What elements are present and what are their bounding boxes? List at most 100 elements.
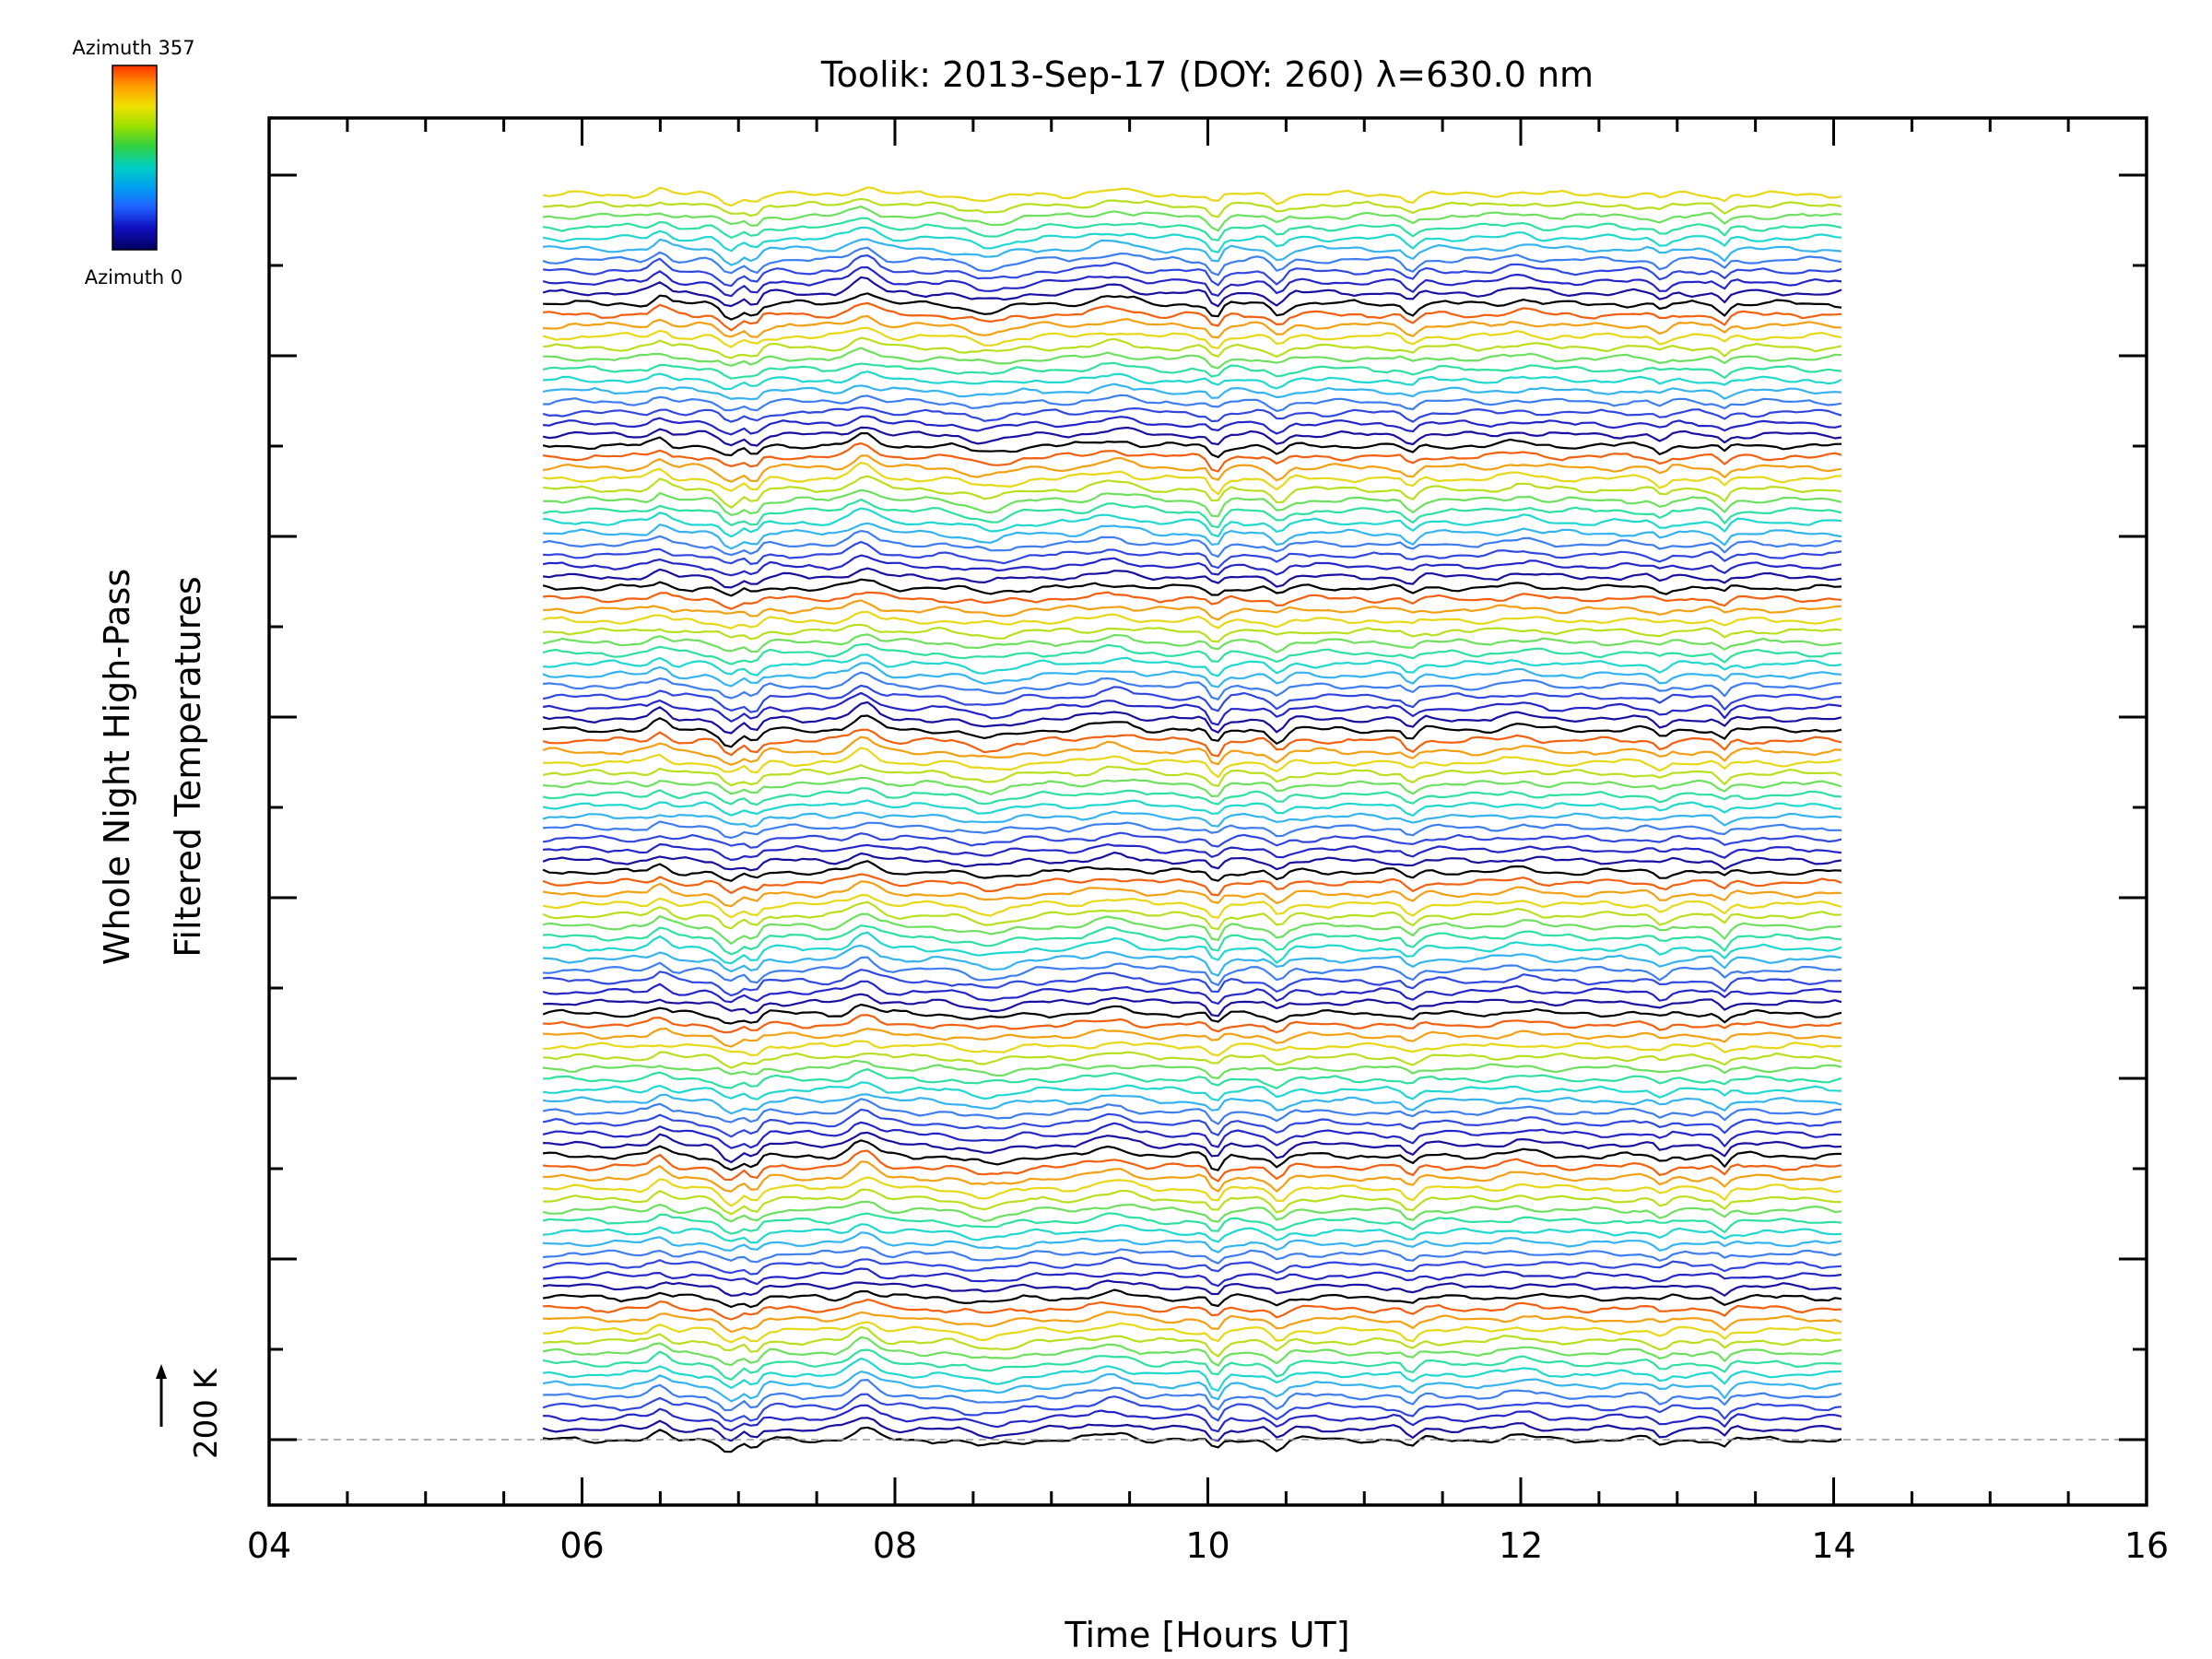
trace-line (542, 1121, 1842, 1149)
trace-line (542, 1093, 1842, 1115)
trace-line (543, 1027, 1842, 1048)
trace-line (542, 1279, 1842, 1297)
trace-line (543, 371, 1842, 391)
trace-line (542, 1256, 1842, 1276)
x-tick-label: 10 (1185, 1525, 1230, 1566)
colorbar-bottom-label: Azimuth 0 (85, 266, 183, 288)
trace-line (543, 540, 1842, 570)
trace-line (543, 1223, 1842, 1244)
trace-line (543, 944, 1842, 977)
trace-line (542, 1200, 1842, 1223)
trace-line (542, 206, 1842, 232)
trace-line (543, 1188, 1841, 1216)
trace-line (543, 1040, 1842, 1057)
trace-line (542, 1357, 1842, 1392)
trace-line (542, 1348, 1842, 1381)
trace-line (542, 1139, 1842, 1171)
trace-line (543, 1379, 1842, 1412)
trace-line (542, 1393, 1842, 1423)
trace-line (543, 969, 1842, 997)
trace-line (542, 1371, 1842, 1403)
trace-line (543, 653, 1842, 677)
trace-line (542, 880, 1841, 908)
trace-line (542, 426, 1842, 447)
axis-ticks (267, 118, 2148, 1505)
trace-line (542, 799, 1842, 817)
trace-line (543, 1068, 1842, 1089)
trace-line (542, 700, 1842, 735)
trace-line (543, 1051, 1842, 1069)
x-tick-labels: 04 06 08 10 12 14 16 (247, 1525, 2169, 1566)
trace-line (542, 1059, 1842, 1080)
y-axis-label-line1: Whole Night High-Pass (97, 569, 137, 965)
trace-line (542, 406, 1842, 423)
trace-line (543, 347, 1842, 370)
trace-line (543, 1131, 1842, 1164)
trace-line (543, 1299, 1842, 1321)
trace-line (542, 276, 1842, 308)
trace-line (542, 980, 1842, 1006)
trace-line (543, 301, 1842, 332)
trace-line (542, 623, 1842, 643)
trace-line (542, 554, 1842, 577)
trace-line (542, 1003, 1842, 1025)
trace-line (543, 747, 1842, 779)
trace-group (542, 186, 1842, 1453)
x-tick-label: 12 (1499, 1525, 1543, 1566)
colorbar-top-label: Azimuth 357 (72, 37, 194, 59)
x-tick-label: 16 (2124, 1525, 2169, 1566)
trace-line (542, 266, 1842, 298)
trace-line (542, 860, 1842, 882)
trace-line (542, 735, 1842, 766)
trace-line (542, 1335, 1842, 1367)
trace-line (543, 1311, 1842, 1334)
trace-line (542, 1149, 1842, 1182)
trace-line (542, 633, 1842, 653)
x-tick-label: 06 (559, 1525, 604, 1566)
trace-line (542, 246, 1842, 276)
trace-line (543, 415, 1842, 436)
trace-line (542, 831, 1842, 849)
trace-line (542, 1288, 1842, 1309)
trace-line (542, 912, 1842, 945)
trace-line (542, 873, 1842, 897)
trace-line (542, 498, 1842, 529)
scale-bar: 200 K (156, 1364, 225, 1459)
trace-line (542, 1325, 1842, 1358)
x-axis-label: Time [Hours UT] (1064, 1615, 1349, 1655)
trace-line (542, 530, 1842, 559)
trace-line (543, 292, 1842, 321)
trace-line (543, 931, 1842, 965)
trace-line (542, 900, 1842, 931)
trace-line (543, 1246, 1842, 1265)
trace-line (543, 522, 1842, 550)
trace-line (543, 238, 1842, 266)
trace-line (542, 326, 1842, 349)
trace-line (543, 1321, 1842, 1344)
trace-line (543, 599, 1842, 621)
trace-line (543, 993, 1842, 1018)
trace-line (542, 810, 1842, 829)
trace-line (542, 461, 1842, 496)
trace-line (542, 1108, 1842, 1138)
trace-line (543, 314, 1841, 339)
trace-line (542, 728, 1842, 758)
trace-line (542, 684, 1842, 713)
x-tick-label: 14 (1811, 1525, 1855, 1566)
trace-line (542, 507, 1842, 538)
trace-line (542, 894, 1842, 919)
trace-line (542, 776, 1842, 797)
trace-line (542, 851, 1842, 872)
trace-line (542, 475, 1842, 509)
trace-line (543, 1176, 1842, 1207)
trace-line (542, 1098, 1842, 1125)
trace-line (543, 924, 1842, 956)
trace-line (543, 1014, 1842, 1034)
trace-line (542, 432, 1842, 459)
trace-line (543, 197, 1842, 218)
trace-line (542, 1212, 1842, 1235)
y-axis-label-line2: Filtered Temperatures (168, 576, 208, 957)
trace-line (542, 578, 1842, 597)
trace-line (543, 1231, 1842, 1253)
